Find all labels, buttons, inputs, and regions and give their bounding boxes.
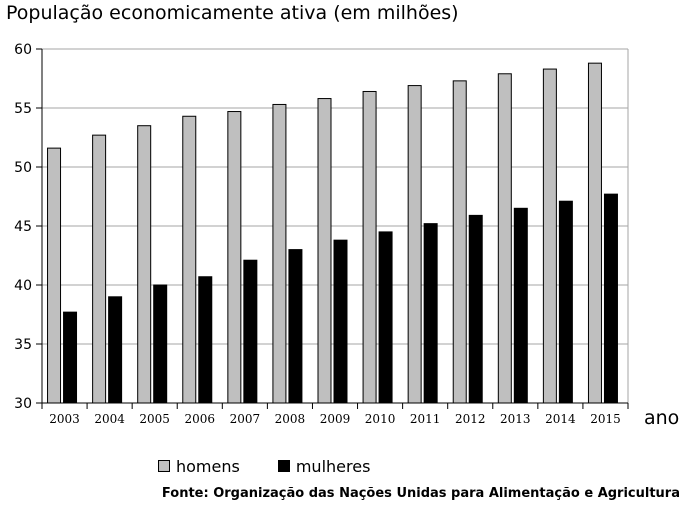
- bar-homens-2011: [407, 85, 422, 404]
- x-tick-label-2014: 2014: [545, 412, 576, 426]
- bar-mulheres-2009: [333, 239, 348, 404]
- source-note: Fonte: Organização das Nações Unidas par…: [161, 486, 680, 501]
- bar-homens-2010: [362, 90, 377, 404]
- x-tick-label-2004: 2004: [94, 412, 125, 426]
- x-tick-label-2015: 2015: [590, 412, 621, 426]
- legend-label-homens: homens: [176, 456, 240, 476]
- bar-mulheres-2014: [558, 200, 573, 404]
- y-tick-label: 35: [14, 337, 32, 353]
- bars: [47, 62, 618, 404]
- bar-homens-2015: [587, 62, 602, 404]
- bar-homens-2004: [92, 134, 107, 404]
- legend-item-homens: homens: [158, 457, 240, 476]
- legend: homens mulheres: [158, 456, 370, 476]
- bar-homens-2012: [452, 80, 467, 404]
- bar-homens-2005: [137, 125, 152, 404]
- bar-mulheres-2012: [468, 214, 483, 404]
- x-tick-label-2003: 2003: [49, 412, 80, 426]
- y-tick-label: 60: [14, 42, 32, 58]
- bar-mulheres-2006: [198, 276, 213, 404]
- y-tick-label: 55: [14, 101, 32, 117]
- tick-labels: 30 35 40 45 50 55 60 2003 2004 2005 2006 2007 2008 20…: [14, 42, 621, 426]
- bar-mulheres-2008: [288, 249, 303, 404]
- bar-homens-2007: [227, 111, 242, 404]
- bar-homens-2013: [497, 73, 512, 404]
- y-tick-label: 45: [14, 219, 32, 235]
- x-tick-label-2013: 2013: [500, 412, 531, 426]
- legend-label-mulheres: mulheres: [295, 456, 371, 476]
- bar-mulheres-2004: [108, 296, 123, 404]
- bar-mulheres-2015: [603, 193, 618, 404]
- x-tick-label-2009: 2009: [320, 412, 351, 426]
- bar-mulheres-2007: [243, 259, 258, 404]
- y-tick-label: 40: [14, 278, 32, 294]
- bar-mulheres-2011: [423, 223, 438, 404]
- x-tick-label-2011: 2011: [410, 412, 441, 426]
- x-tick-label-2010: 2010: [365, 412, 396, 426]
- x-tick-label-2007: 2007: [230, 412, 261, 426]
- bar-homens-2006: [182, 115, 197, 404]
- legend-item-mulheres: mulheres: [277, 456, 371, 476]
- y-tick-label: 30: [14, 396, 32, 412]
- bar-homens-2008: [272, 103, 287, 404]
- x-tick-label-2008: 2008: [275, 412, 306, 426]
- bar-mulheres-2013: [513, 207, 528, 404]
- y-tick-label: 50: [14, 160, 32, 176]
- bar-mulheres-2005: [153, 284, 168, 404]
- bar-mulheres-2003: [63, 311, 78, 404]
- legend-swatch-homens: [158, 460, 170, 472]
- bar-mulheres-2010: [378, 231, 393, 404]
- bar-homens-2014: [542, 68, 557, 404]
- x-tick-label-2012: 2012: [455, 412, 486, 426]
- chart-title: População economicamente ativa (em milhõ…: [6, 2, 459, 24]
- legend-swatch-mulheres: [277, 460, 290, 472]
- x-axis-label: ano: [644, 407, 679, 429]
- axes: [36, 48, 629, 409]
- x-tick-label-2005: 2005: [139, 412, 170, 426]
- bar-homens-2003: [47, 147, 62, 404]
- x-tick-label-2006: 2006: [184, 412, 215, 426]
- bar-homens-2009: [317, 98, 332, 404]
